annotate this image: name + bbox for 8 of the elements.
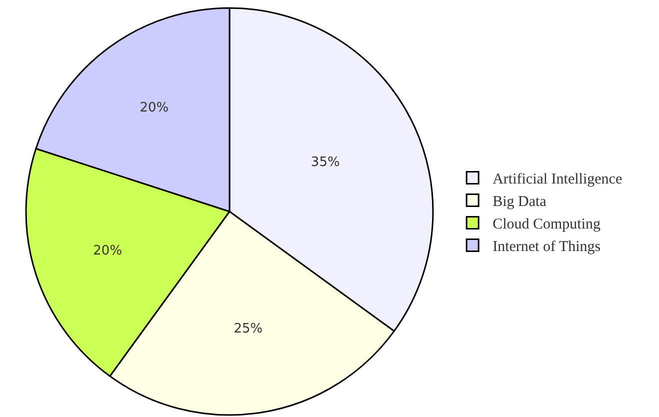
data-label: 25% — [234, 322, 263, 337]
data-label: 20% — [93, 244, 122, 259]
legend-label: Artificial Intelligence — [492, 172, 622, 188]
legend-label: Internet of Things — [492, 239, 601, 256]
legend-label: Cloud Computing — [492, 216, 602, 233]
legend-label: Big Data — [492, 194, 547, 210]
data-label: 20% — [140, 100, 169, 116]
data-label: 35% — [310, 155, 340, 170]
